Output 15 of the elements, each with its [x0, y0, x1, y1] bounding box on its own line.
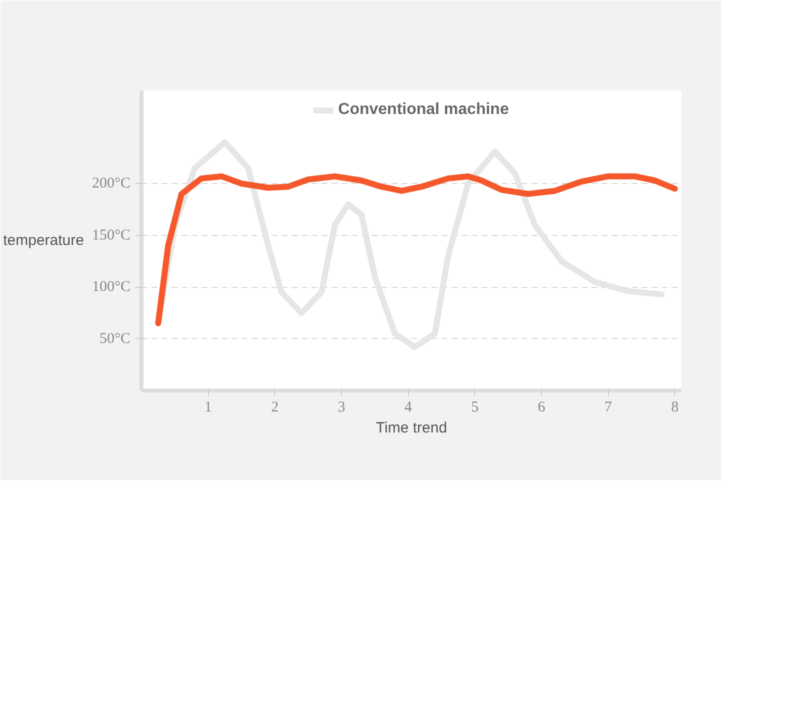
x-tick-label: 8 — [671, 400, 679, 416]
x-tick-label: 6 — [538, 400, 546, 416]
legend-label: Conventional machine — [338, 101, 509, 119]
x-tick-label: 4 — [404, 400, 412, 416]
y-tick-label: 50°C — [99, 330, 131, 347]
y-tick-label: 150°C — [92, 227, 131, 244]
x-tick-label: 3 — [338, 400, 346, 416]
x-tick-label: 2 — [271, 400, 279, 416]
x-tick-label: 7 — [604, 400, 612, 416]
x-axis-title: Time trend — [376, 420, 448, 436]
y-tick-label: 200°C — [92, 176, 131, 192]
y-tick-label: 100°C — [92, 279, 131, 296]
y-axis-title: temperature — [3, 232, 84, 249]
x-tick-label: 5 — [471, 400, 479, 416]
x-tick-label: 1 — [204, 400, 212, 416]
